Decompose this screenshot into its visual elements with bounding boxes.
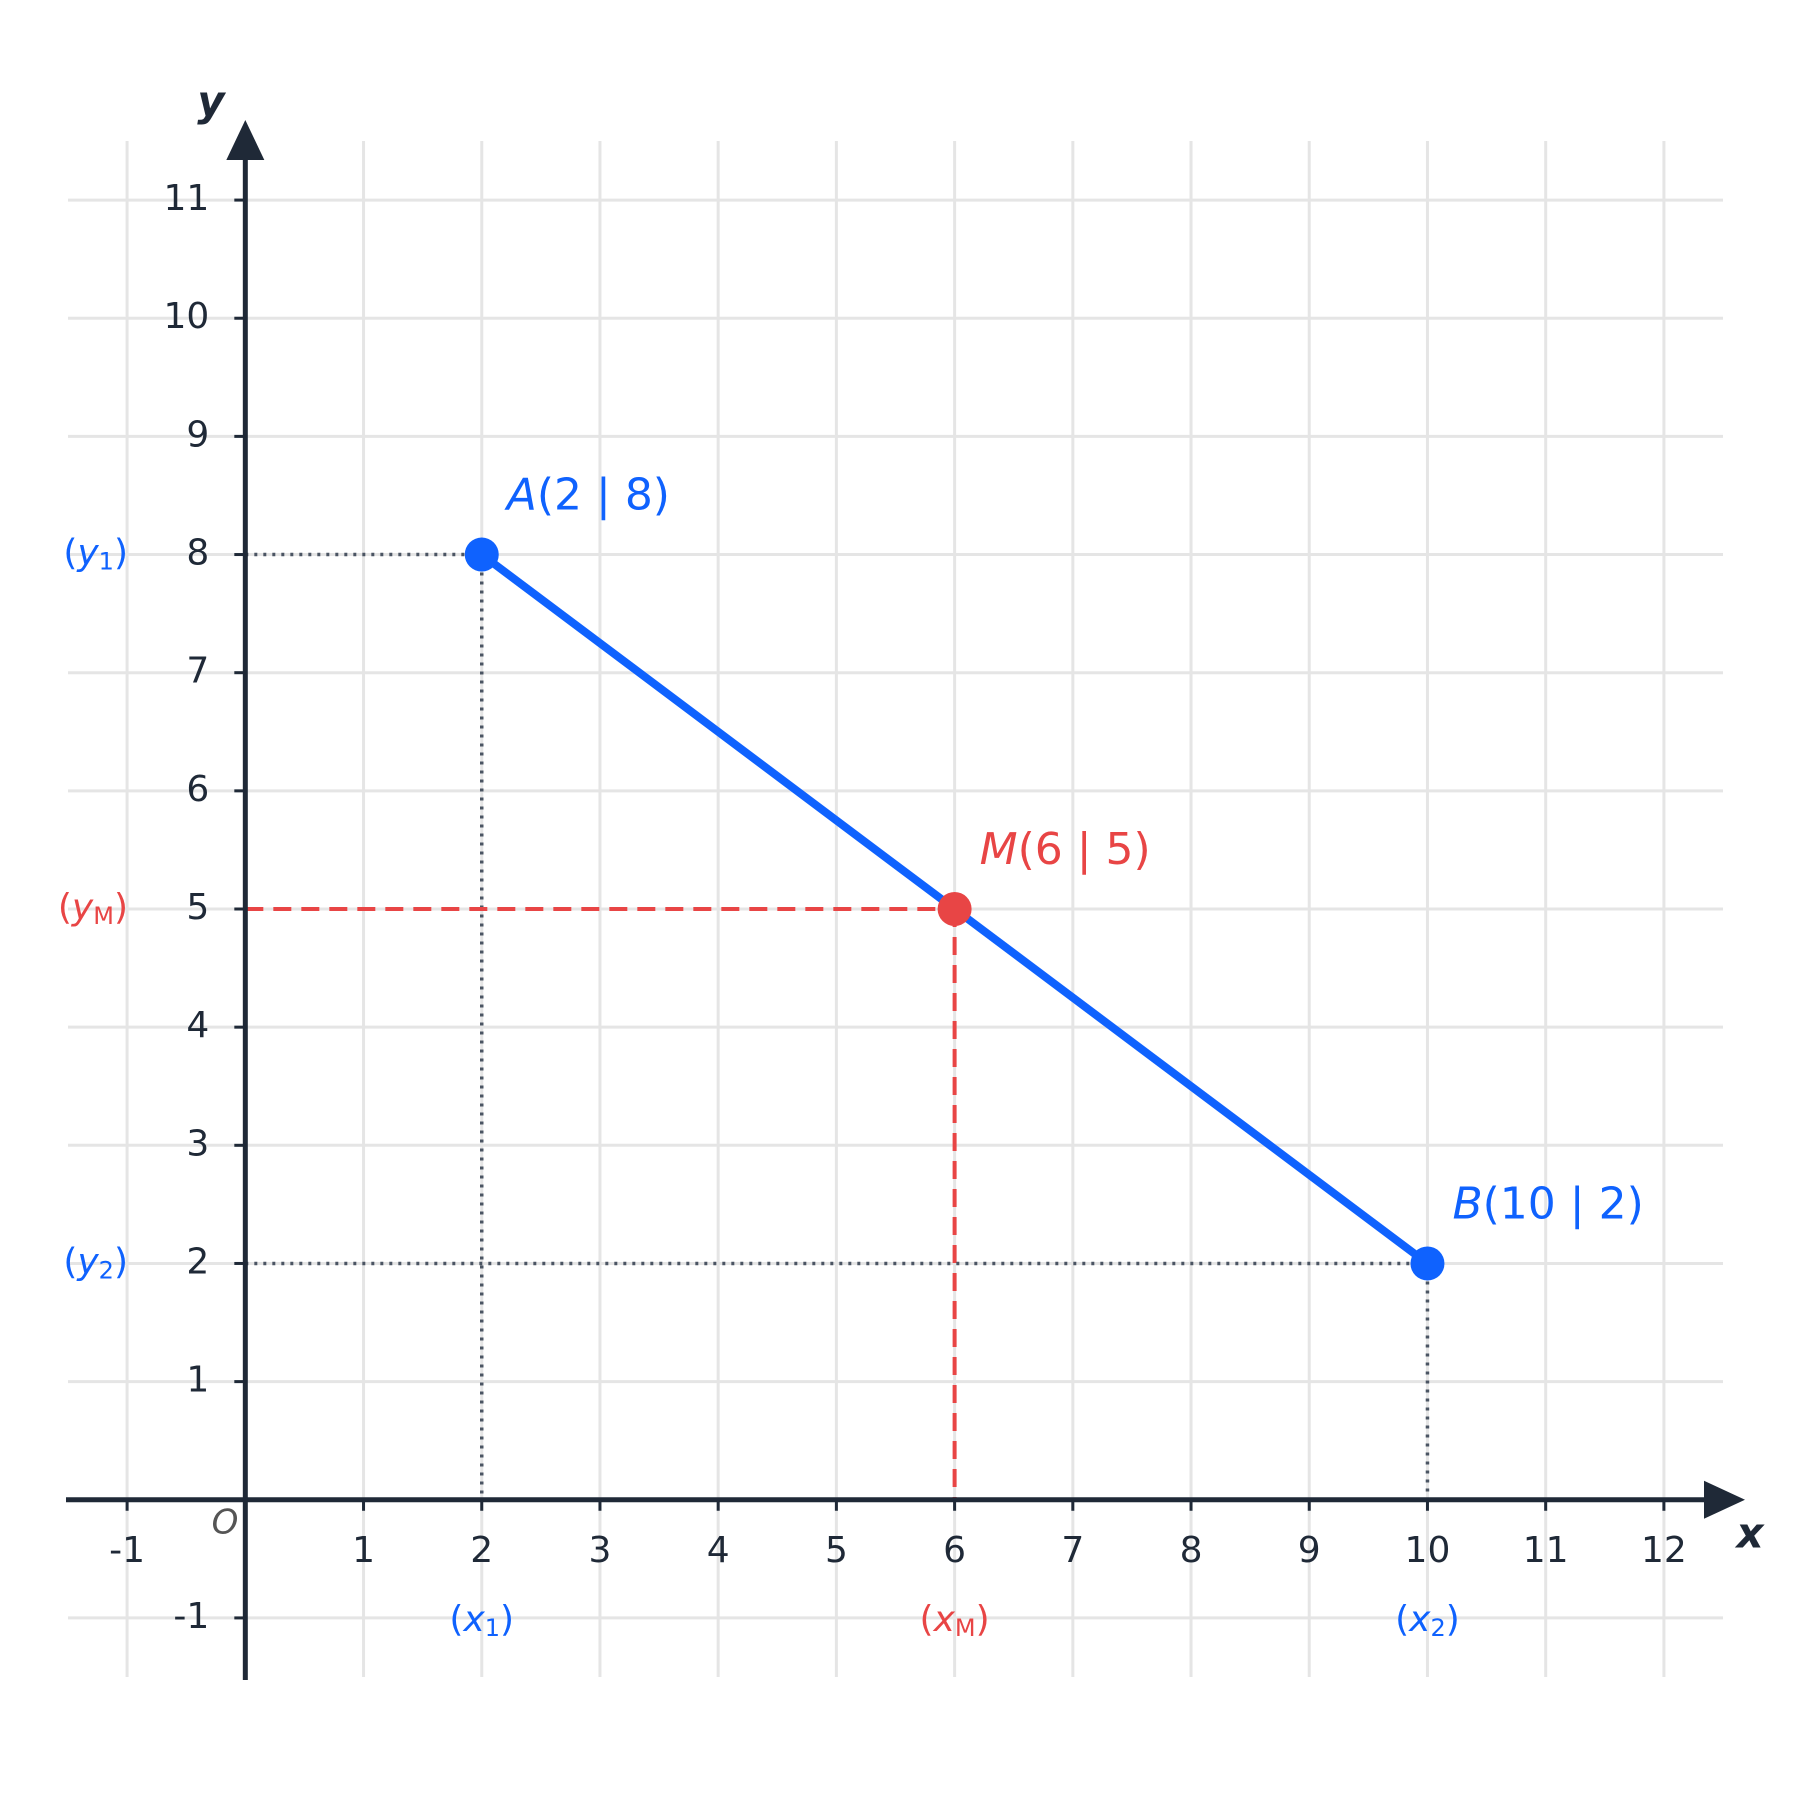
y-tick-label: 10 <box>164 296 210 337</box>
label-part: 2 <box>1430 1614 1445 1642</box>
point <box>464 537 499 572</box>
point-label: A(2 | 8) <box>504 470 670 521</box>
label-part: ) <box>114 533 128 574</box>
label-part: M <box>955 1614 976 1642</box>
label-part: ) <box>114 1241 128 1282</box>
label-part: 1 <box>485 1614 500 1642</box>
label-part: ( <box>920 1599 934 1640</box>
label-part: ( <box>63 1241 77 1282</box>
label-part: ) <box>114 887 128 928</box>
y-tick-label: 6 <box>186 769 209 810</box>
y-tick-label: 3 <box>186 1123 209 1164</box>
label-part: y <box>71 887 94 928</box>
label-part: ( <box>1395 1599 1409 1640</box>
y-axis-arrow <box>226 120 265 160</box>
y-tick-label: 11 <box>164 178 210 219</box>
x-tick-label: 4 <box>707 1530 730 1571</box>
label-part: y <box>76 533 99 574</box>
x-tick-label: 8 <box>1180 1530 1203 1571</box>
x-projection-label: (x1) <box>449 1599 514 1642</box>
x-tick-label: -1 <box>109 1530 145 1571</box>
label-part: B <box>1452 1178 1482 1229</box>
label-part: 2 <box>99 1256 114 1284</box>
x-tick-label: 2 <box>470 1530 493 1571</box>
y-projection-label: (y2) <box>63 1241 128 1284</box>
point-label: B(10 | 2) <box>1452 1178 1643 1229</box>
label-part: y <box>76 1241 99 1282</box>
y-tick-label: -1 <box>173 1596 209 1637</box>
point-label: M(6 | 5) <box>980 824 1151 875</box>
label-part: M <box>980 824 1018 875</box>
label-part: ) <box>500 1599 514 1640</box>
x-axis-arrow <box>1704 1480 1745 1519</box>
y-axis-label: y <box>197 77 226 126</box>
label-part: A <box>504 470 537 521</box>
x-tick-label: 6 <box>943 1530 966 1571</box>
label-part: (10 | 2) <box>1483 1178 1644 1229</box>
label-part: x <box>462 1599 485 1640</box>
y-tick-label: 8 <box>186 533 209 574</box>
point <box>937 892 972 926</box>
x-tick-label: 5 <box>825 1530 848 1571</box>
label-part: M <box>93 902 114 930</box>
y-tick-label: 9 <box>186 414 209 455</box>
y-tick-label: 4 <box>186 1005 209 1046</box>
point <box>1410 1246 1445 1281</box>
label-part: ) <box>1446 1599 1460 1640</box>
x-projection-label: (x2) <box>1395 1599 1460 1642</box>
x-projection-label: (xM) <box>920 1599 990 1642</box>
label-part: ( <box>63 533 77 574</box>
y-tick-label: 2 <box>186 1241 209 1282</box>
label-part: 1 <box>99 548 114 576</box>
y-projection-label: (yM) <box>58 887 128 930</box>
x-tick-label: 12 <box>1641 1530 1687 1571</box>
label-part: (2 | 8) <box>537 470 670 521</box>
x-tick-label: 11 <box>1523 1530 1569 1571</box>
y-projection-label: (y1) <box>63 533 128 576</box>
label-part: (6 | 5) <box>1018 824 1151 875</box>
x-tick-label: 7 <box>1061 1530 1084 1571</box>
y-tick-label: 1 <box>186 1360 209 1401</box>
x-tick-label: 3 <box>589 1530 612 1571</box>
x-axis-label: x <box>1734 1509 1765 1558</box>
y-tick-label: 5 <box>186 887 209 928</box>
y-tick-label: 7 <box>186 651 209 692</box>
label-part: x <box>933 1599 956 1640</box>
label-part: ( <box>449 1599 463 1640</box>
x-tick-label: 10 <box>1405 1530 1451 1571</box>
x-tick-label: 1 <box>352 1530 375 1571</box>
label-part: x <box>1408 1599 1431 1640</box>
label-part: ) <box>976 1599 990 1640</box>
x-tick-label: 9 <box>1298 1530 1321 1571</box>
label-part: ( <box>58 887 72 928</box>
origin-label: O <box>212 1503 239 1543</box>
